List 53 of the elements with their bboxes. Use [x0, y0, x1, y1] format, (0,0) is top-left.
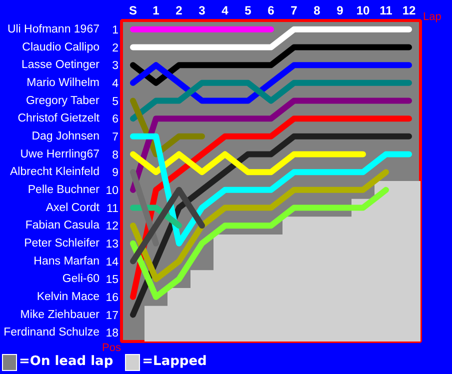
text: Gregory Taber — [26, 94, 100, 107]
y-tick-label: 13 — [106, 238, 119, 250]
x-tick-label: 10 — [356, 4, 370, 18]
x-tick-label: 5 — [244, 4, 252, 18]
text: Mario Wilhelm — [26, 76, 100, 89]
legend-label: =Lapped — [142, 354, 207, 369]
text: Geli-60 — [62, 273, 100, 286]
text: Dag Johnsen — [32, 130, 100, 142]
y-tick-label: 17 — [106, 310, 119, 322]
y-axis-title: Pos — [102, 341, 121, 355]
y-tick-label: 4 — [112, 78, 120, 90]
y-tick-label: 12 — [106, 220, 119, 233]
text: =On lead lap — [19, 354, 114, 369]
y-tick-label: 15 — [106, 274, 119, 286]
y-tick-label: 3 — [112, 60, 119, 72]
text: Hans Marfan — [34, 255, 100, 268]
y-tick-label: 7 — [112, 131, 119, 144]
x-tick-label: 12 — [402, 4, 416, 18]
text: Axel Cordt — [46, 202, 100, 214]
y-tick-label: 10 — [106, 184, 119, 197]
y-tick-label: 1 — [112, 24, 119, 36]
x-tick-label: 8 — [314, 4, 321, 18]
text: Mike Ziehbauer — [20, 308, 100, 321]
text: Albrecht Kleinfeld — [10, 166, 100, 178]
x-tick-label: 3 — [198, 4, 206, 18]
text: Fabian Casula — [25, 220, 100, 232]
text: Peter Schleifer — [24, 237, 100, 250]
y-tick-label: 16 — [106, 292, 119, 304]
x-tick-label: S — [129, 4, 138, 18]
text: Ferdinand Schulze — [4, 326, 100, 339]
text: Pelle Buchner — [28, 184, 100, 196]
y-tick-label: 18 — [106, 328, 119, 340]
x-tick-label: 2 — [176, 4, 183, 18]
x-tick-label: 9 — [336, 4, 344, 18]
text: Claudio Callipo — [22, 41, 100, 54]
x-tick-label: 6 — [268, 4, 275, 18]
x-tick-label: 7 — [290, 4, 298, 18]
x-tick-label: 11 — [380, 4, 393, 18]
text: Uwe Herrling67 — [20, 148, 100, 160]
y-tick-label: 2 — [112, 42, 119, 54]
y-tick-label: 6 — [112, 114, 119, 126]
x-axis-title: Lap — [423, 11, 442, 23]
x-tick-label: 1 — [152, 4, 160, 18]
text: Lasse Oetinger — [22, 59, 100, 72]
y-tick-label: 5 — [112, 96, 119, 108]
text: Christof Gietzelt — [18, 112, 100, 125]
y-tick-label: 14 — [106, 256, 120, 268]
x-tick-label: 4 — [222, 4, 229, 18]
text: Uli Hofmann 1967 — [7, 23, 100, 36]
y-tick-label: 11 — [106, 202, 119, 215]
text: Kelvin Mace — [36, 290, 100, 303]
y-tick-label: 9 — [112, 167, 119, 180]
y-tick-label: 8 — [112, 149, 119, 162]
